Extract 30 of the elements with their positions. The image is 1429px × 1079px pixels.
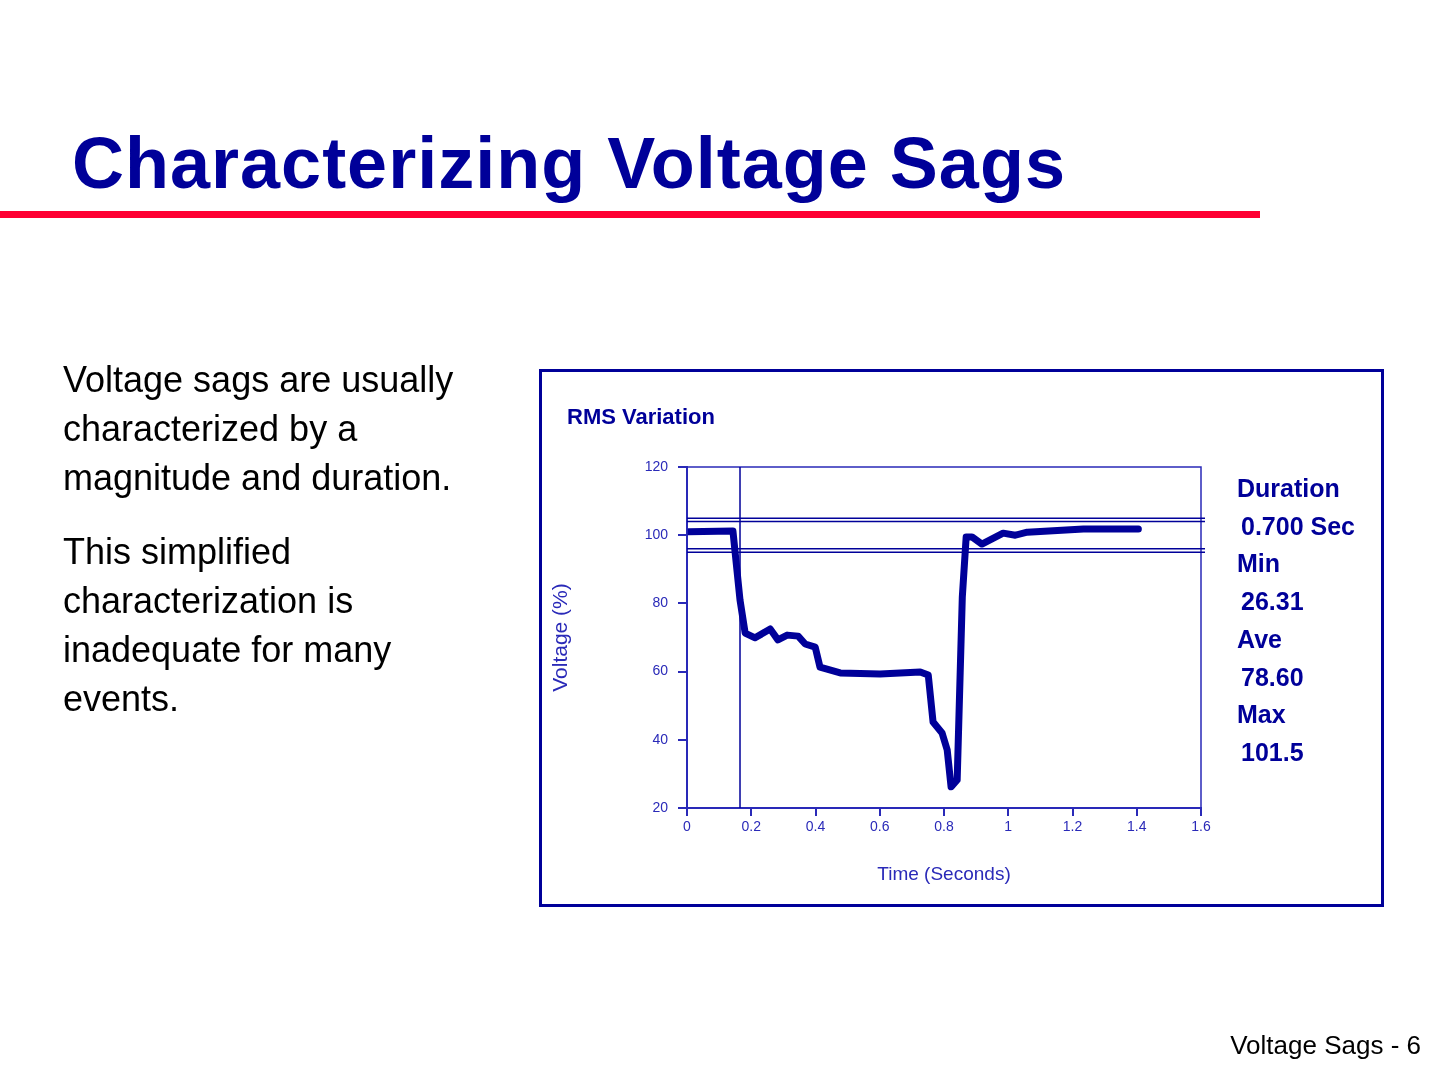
text: 26.31 [1241, 587, 1304, 617]
y-tick-label: 20 [652, 798, 669, 815]
y-tick-label: 80 [652, 594, 669, 611]
text: Ave [1237, 624, 1282, 654]
text: Duration [1237, 474, 1340, 503]
x-axis-title: Time (Seconds) [877, 862, 1011, 884]
text: Max [1237, 700, 1286, 730]
y-tick-label: 60 [652, 662, 669, 679]
x-tick-label: 0.8 [934, 818, 954, 835]
x-tick-label: 0.4 [805, 818, 826, 835]
x-tick-label: 1 [1004, 818, 1013, 835]
text: Min [1237, 549, 1281, 579]
x-tick-label: 1.2 [1062, 818, 1083, 835]
text: This simplified characterization is inadequate for many events. [63, 530, 393, 721]
text: Voltage sags are usually characterized by a magnitude and duration. [63, 358, 455, 500]
x-tick-label: 0.6 [870, 818, 890, 835]
text: 78.60 [1241, 662, 1304, 692]
text: Voltage Sags - 6 [1230, 1030, 1421, 1061]
y-tick-label: 100 [644, 526, 669, 543]
x-tick-label: 1.6 [1191, 818, 1211, 835]
y-tick-label: 40 [652, 730, 669, 747]
x-tick-label: 0.2 [741, 818, 762, 835]
chart-title: RMS Variation [567, 404, 715, 430]
y-tick-label: 120 [644, 457, 669, 474]
x-tick-label: 0 [683, 818, 692, 835]
y-axis-title: Voltage (%) [548, 583, 572, 692]
x-tick-label: 1.4 [1127, 818, 1147, 835]
text: 0.700 Sec [1241, 511, 1355, 541]
text: Characterizing Voltage Sags [72, 122, 1066, 204]
text: 101.5 [1241, 737, 1304, 767]
